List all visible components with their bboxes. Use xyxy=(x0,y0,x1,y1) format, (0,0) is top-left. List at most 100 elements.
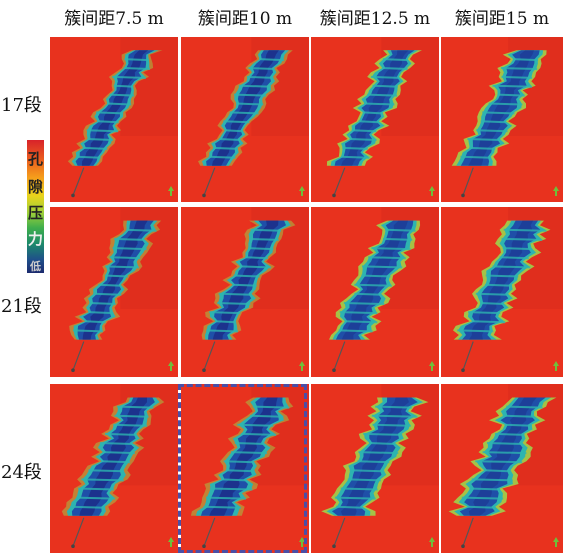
fracture-streak xyxy=(112,247,147,251)
fracture-streak xyxy=(502,247,533,251)
fracture-streak xyxy=(126,228,157,232)
fracture-streak xyxy=(358,120,380,124)
fracture-streak xyxy=(504,423,533,427)
fracture-streak xyxy=(223,460,255,464)
north-arrow-icon xyxy=(168,537,174,547)
band-core xyxy=(212,220,279,340)
wellhead-dot xyxy=(71,193,75,198)
fracture-streak xyxy=(467,138,501,141)
band-core xyxy=(209,397,278,516)
band-core xyxy=(82,220,148,340)
pressure-map-panel xyxy=(181,384,309,553)
pressure-map-graphic xyxy=(67,37,178,198)
wellhead-dot xyxy=(332,193,336,198)
pressure-map-graphic xyxy=(69,207,178,372)
north-arrow-icon xyxy=(168,361,174,371)
wellhead-dot xyxy=(71,368,75,372)
fracture-streak xyxy=(117,405,154,409)
fracture-streak xyxy=(501,237,543,241)
wellbore-line xyxy=(72,517,85,547)
fracture-streak xyxy=(217,302,251,305)
wellbore-line xyxy=(333,167,346,196)
pressure-map-panel xyxy=(181,207,309,377)
column-header-10m: 簇间距10 m xyxy=(197,9,293,29)
colorbar-label-char: 孔 xyxy=(27,150,43,168)
fracture-streak xyxy=(206,329,239,333)
fracture-streak xyxy=(368,256,406,260)
fracture-streak xyxy=(361,265,403,269)
north-arrow-icon xyxy=(168,186,174,196)
fracture-streak xyxy=(249,414,284,418)
pressure-map-graphic xyxy=(451,37,563,198)
colorbar-label-char: 压 xyxy=(27,204,43,222)
wellbore-line xyxy=(72,167,85,196)
fracture-streak xyxy=(229,111,259,115)
fracture-streak xyxy=(351,129,377,133)
pressure-map-graphic xyxy=(321,384,439,548)
wellhead-dot xyxy=(461,193,465,198)
band-core xyxy=(341,50,409,166)
fracture-streak xyxy=(225,469,255,473)
fracture-streak xyxy=(497,93,525,97)
fracture-streak xyxy=(502,414,535,418)
colorbar-low-label: 低 xyxy=(30,260,41,273)
fracture-streak xyxy=(371,414,418,418)
wellhead-dot xyxy=(202,193,206,198)
fracture-streak xyxy=(75,155,101,159)
fracture-streak xyxy=(460,155,492,159)
fracture-streak xyxy=(98,283,122,287)
wellhead-dot xyxy=(202,368,206,372)
fracture-streak xyxy=(476,129,508,133)
north-arrow-icon xyxy=(299,361,305,371)
fracture-streak xyxy=(88,311,114,315)
fracture-streak xyxy=(494,432,525,436)
fracture-streak xyxy=(89,302,116,305)
fracture-streak xyxy=(461,496,504,500)
fracture-streak xyxy=(88,469,125,473)
pressure-map-graphic xyxy=(329,207,439,372)
fracture-streak xyxy=(99,442,133,445)
fracture-streak xyxy=(86,129,119,133)
fracture-streak xyxy=(81,478,124,482)
fracture-streak xyxy=(224,129,244,133)
fracture-streak xyxy=(483,469,512,473)
pressure-map-graphic xyxy=(448,384,563,548)
fracture-streak xyxy=(340,487,378,491)
pressure-map-graphic xyxy=(190,384,309,548)
fracture-streak xyxy=(209,311,241,315)
wellbore-line xyxy=(72,341,85,371)
row-label-24: 24段 xyxy=(1,462,42,483)
fracture-streak xyxy=(375,405,412,409)
fracture-streak xyxy=(480,302,505,305)
fracture-streak xyxy=(205,496,247,500)
fracture-streak xyxy=(488,102,523,106)
fracture-streak xyxy=(492,265,531,269)
pressure-map-panel xyxy=(181,37,309,202)
pressure-map-panel xyxy=(311,37,439,202)
fracture-streak xyxy=(367,93,398,97)
fracture-streak xyxy=(336,505,363,509)
band-core xyxy=(79,397,147,516)
fracture-streak xyxy=(102,451,135,455)
wellbore-line xyxy=(203,517,216,547)
fracture-streak xyxy=(203,505,241,509)
column-header-12.5m: 簇间距12.5 m xyxy=(319,9,431,29)
fracture-streak xyxy=(358,451,399,455)
north-arrow-icon xyxy=(429,186,435,196)
fracture-streak xyxy=(252,405,290,409)
fracture-streak xyxy=(370,75,400,79)
fracture-streak xyxy=(232,283,257,287)
pressure-map-panel xyxy=(311,207,439,377)
fracture-streak xyxy=(338,329,373,333)
fracture-streak xyxy=(512,58,539,62)
fracture-streak xyxy=(347,478,381,482)
band-core xyxy=(212,50,279,166)
fracture-streak xyxy=(382,58,409,62)
row-label-17: 17段 xyxy=(1,95,42,116)
wellbore-line xyxy=(203,167,216,196)
colorbar-label-char: 力 xyxy=(27,230,43,248)
fracture-streak xyxy=(97,120,119,124)
fracture-streak xyxy=(471,478,513,482)
fracture-streak xyxy=(104,432,137,436)
fracture-streak xyxy=(467,505,496,509)
